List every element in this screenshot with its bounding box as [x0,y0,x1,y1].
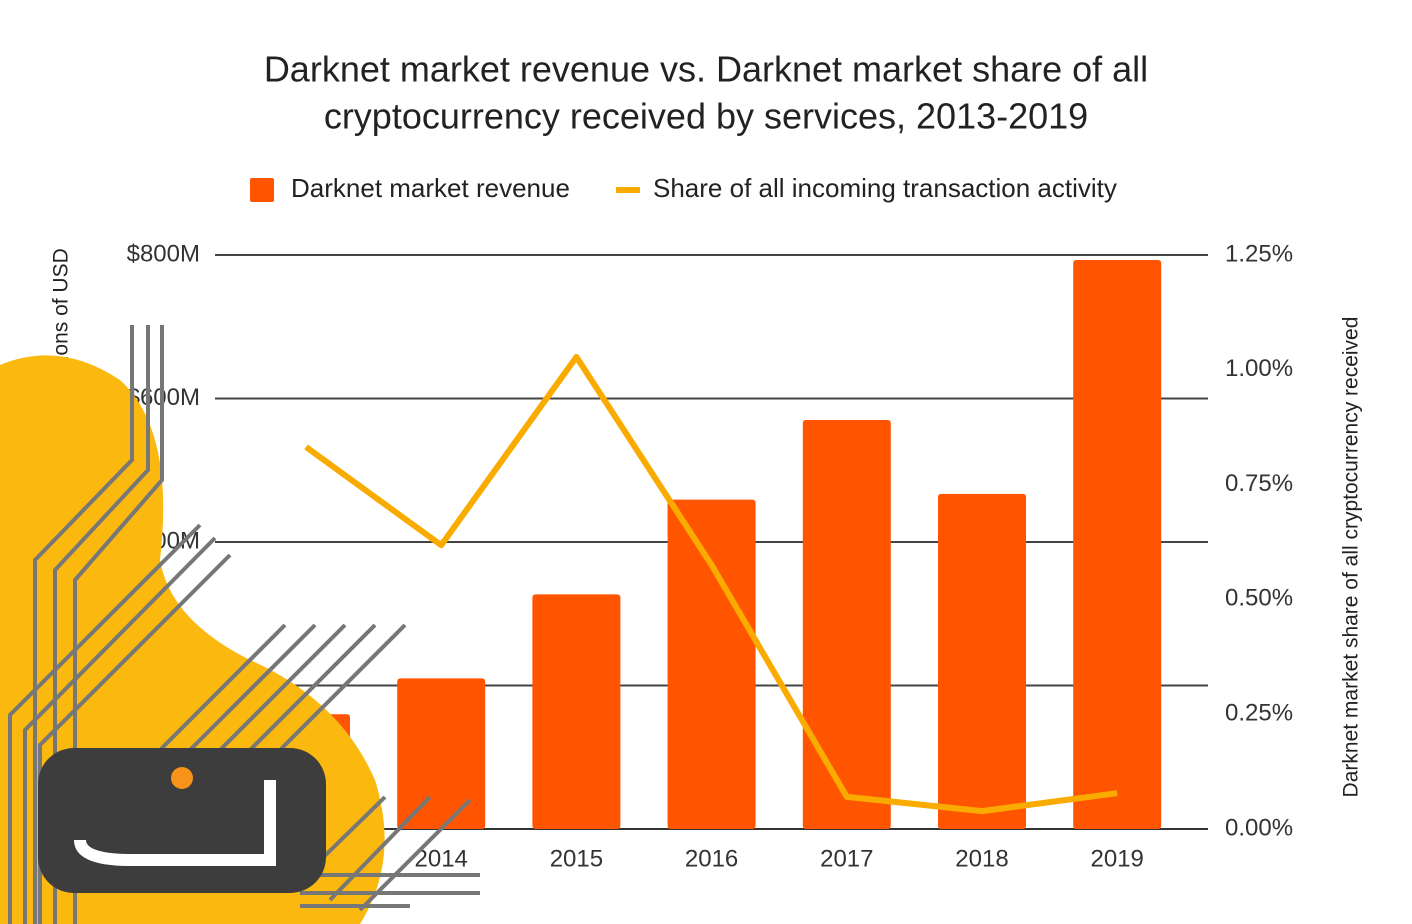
y2-axis-title: Darknet market share of all cryptocurren… [1340,317,1363,798]
x-tick-label: 2014 [415,845,468,872]
chart-title: cryptocurrency received by services, 201… [324,96,1088,137]
legend-label: Share of all incoming transaction activi… [653,173,1117,203]
bar [938,493,1026,829]
bar [667,499,756,829]
watermark [0,325,480,924]
legend-swatch [616,187,640,193]
x-tick-label: 2017 [820,845,873,872]
y-tick-label: $800M [127,240,200,267]
legend-label: Darknet market revenue [291,173,570,203]
y2-tick-label: 1.25% [1225,240,1293,267]
y2-tick-label: 1.00% [1225,355,1293,382]
x-tick-label: 2016 [685,845,738,872]
line [304,353,1118,815]
x-tick-label: 2015 [550,845,603,872]
x-tick-label: 2018 [955,845,1008,872]
legend-swatch [250,178,274,202]
chart-title: Darknet market revenue vs. Darknet marke… [264,49,1148,90]
bar [397,678,486,829]
y2-tick-label: 0.00% [1225,814,1293,841]
bar [802,420,891,829]
y2-tick-label: 0.25% [1225,700,1293,727]
bar [1073,260,1162,830]
x-tick-label: 2019 [1091,845,1144,872]
bar [532,594,621,829]
y2-tick-label: 0.50% [1225,585,1293,612]
y2-tick-label: 0.75% [1225,470,1293,497]
